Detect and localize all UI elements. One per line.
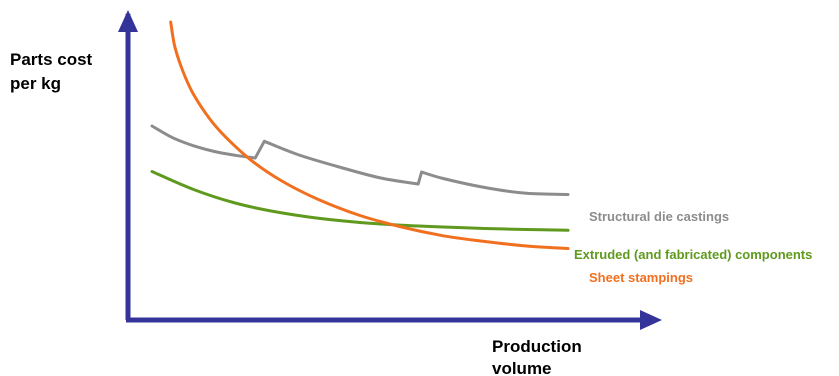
x-axis-arrow: [640, 310, 662, 330]
x-axis-title-line-1: Production: [492, 337, 582, 356]
series-line-stampings: [169, 20, 570, 250]
series-label-extruded: Extruded (and fabricated) components: [574, 247, 812, 262]
y-axis-title-line-2: per kg: [10, 74, 61, 93]
y-axis-title-line-1: Parts cost: [10, 50, 93, 69]
x-axis-title-line-2: volume: [492, 359, 552, 376]
series-labels: Structural die castings Extruded (and fab…: [574, 209, 812, 285]
y-axis-title: Parts cost per kg: [10, 50, 93, 93]
series-label-stampings: Sheet stampings: [589, 270, 693, 285]
series-lines: [150, 20, 570, 250]
axes: [118, 10, 662, 330]
series-line-die-castings: [150, 124, 570, 196]
x-axis-title: Production volume: [492, 337, 582, 376]
y-axis-arrow: [118, 10, 138, 32]
series-line-extruded: [150, 170, 570, 232]
series-label-die-castings: Structural die castings: [589, 209, 729, 224]
